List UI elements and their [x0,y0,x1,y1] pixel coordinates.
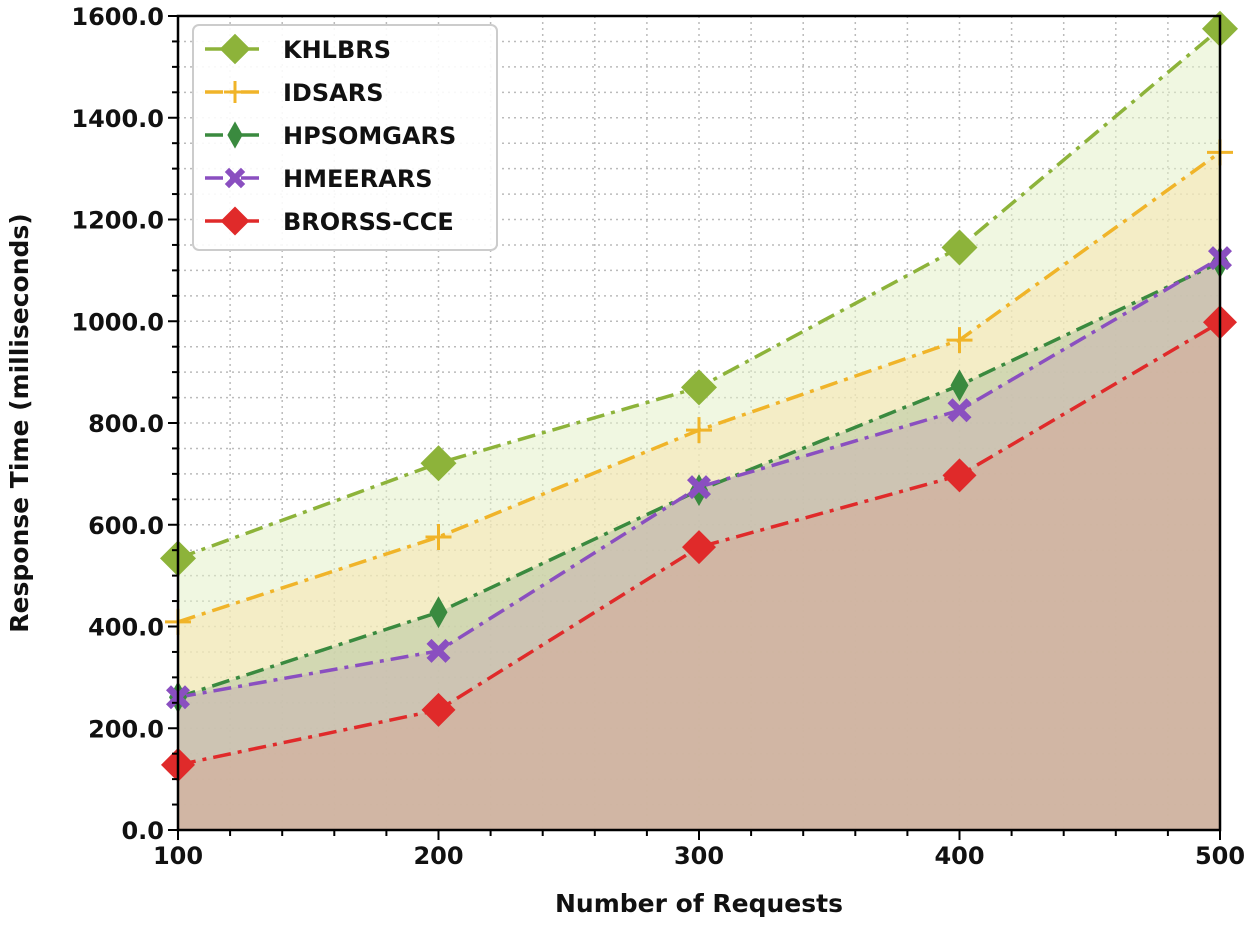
marker-diamond [942,458,977,493]
axes: 100 200 300 400 500 0.0 200.0 400.0 600.0 800.0 10… [71,3,1245,870]
marker-x [687,475,711,500]
y-tick-label: 0.0 [121,817,164,845]
marker-plus [425,523,452,550]
y-axis-label: Response Time (milliseconds) [5,213,34,632]
x-tick-label: 300 [674,842,724,870]
marker-diamond [219,33,251,65]
y-tick-label: 1000.0 [71,308,164,336]
line-hmeerars [177,256,1221,699]
legend-label: HPSOMGARS [283,122,456,150]
marker-plus [946,327,973,354]
marker-diamond [941,229,978,266]
x-tick-label: 200 [413,842,463,870]
x-tick-label: 100 [153,842,203,870]
line-hpsomgars [177,260,1221,699]
marker-x [224,167,246,189]
line-brorss-cce [177,320,1221,767]
series-markers [160,10,1238,782]
legend-label: KHLBRS [283,36,391,64]
marker-thin-diamond [950,369,969,402]
x-tick-label: 400 [934,842,984,870]
area-brorss-cce [178,322,1220,830]
x-tick-label: 500 [1195,842,1245,870]
marker-x [947,398,972,423]
y-tick-label: 400.0 [88,614,164,642]
marker-diamond [220,206,250,236]
marker-diamond [682,530,716,565]
marker-thin-diamond [227,121,243,149]
marker-plus [223,80,247,104]
y-tick-label: 1600.0 [71,3,164,31]
legend-label: HMEERARS [283,165,433,193]
marker-diamond [681,369,717,406]
y-tick-label: 1400.0 [71,105,164,133]
y-tick-label: 200.0 [88,715,164,743]
legend-box [192,24,498,251]
legend-label: BRORSS-CCE [283,208,454,236]
x-axis-label: Number of Requests [555,889,843,918]
y-tick-label: 800.0 [88,410,164,438]
marker-diamond [421,692,456,727]
y-tick-label: 600.0 [88,512,164,540]
legend-label: IDSARS [283,79,383,107]
legend: KHLBRS IDSARS HPSOMGARS HMEERARS BRORSS-CCE [192,24,498,251]
marker-x [426,638,451,663]
marker-plus [686,417,712,444]
marker-diamond [420,445,457,482]
marker-thin-diamond [429,596,448,629]
y-tick-label: 1200.0 [71,207,164,235]
